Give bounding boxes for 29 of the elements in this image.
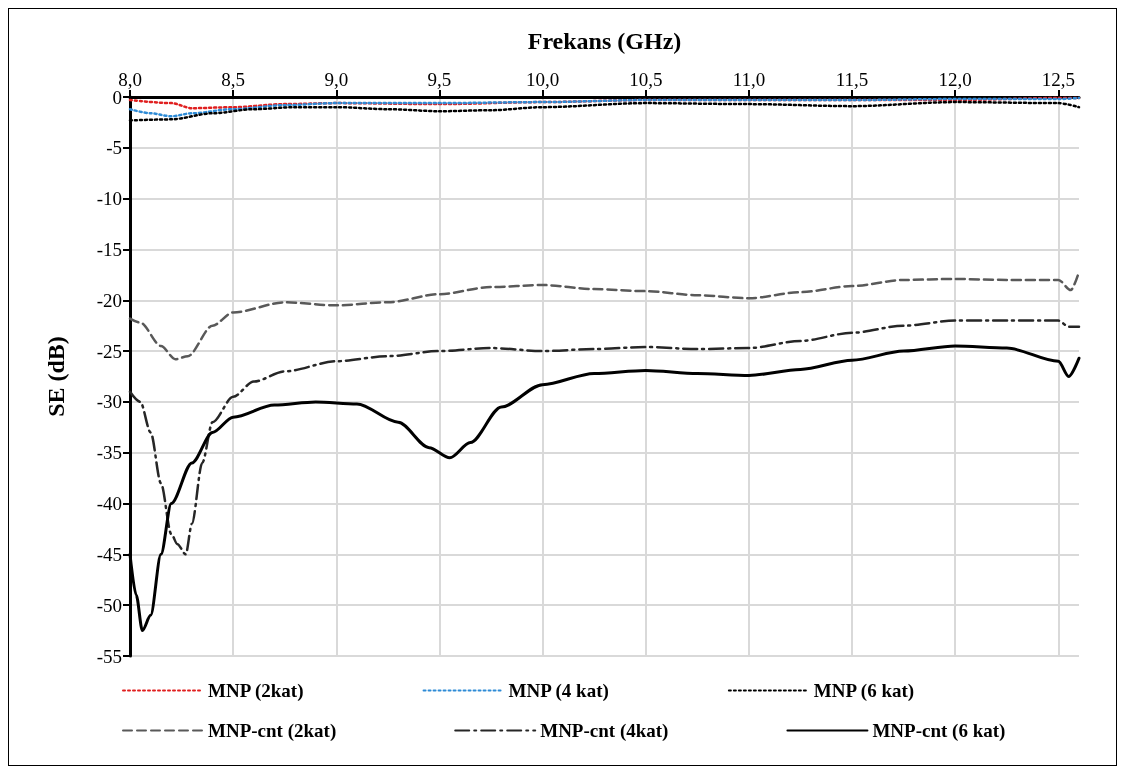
y-tick-label: -45: [96, 543, 122, 565]
x-axis-title: Frekans (GHz): [527, 28, 682, 54]
x-tick-label: 12,5: [1041, 69, 1075, 90]
legend-label: MNP (4 kat): [508, 680, 609, 702]
x-tick-label: 10,5: [629, 69, 663, 90]
y-tick-label: -25: [96, 340, 122, 362]
y-tick-label: -10: [96, 188, 122, 210]
y-tick-label: -50: [96, 594, 122, 616]
x-tick-label: 11,0: [732, 69, 766, 90]
y-tick-label: -35: [96, 442, 122, 464]
legend-label: MNP (6 kat): [813, 680, 915, 702]
y-tick-label: -55: [96, 645, 122, 667]
x-tick-label: 9,0: [324, 69, 349, 90]
x-tick-label: 12,0: [938, 69, 972, 90]
y-tick-label: -5: [106, 137, 122, 159]
y-tick-label: -20: [96, 289, 122, 311]
x-tick-label: 10,0: [525, 69, 560, 90]
x-tick-label: 9,5: [427, 69, 452, 90]
legend-label: MNP-cnt (6 kat): [872, 720, 1006, 742]
y-tick-label: -40: [96, 493, 122, 515]
x-tick-label: 11,5: [835, 69, 869, 90]
y-tick-label: -30: [96, 391, 122, 413]
x-tick-label: 8,5: [221, 69, 246, 90]
legend-label: MNP-cnt (4kat): [540, 720, 669, 742]
y-tick-label: -15: [96, 238, 122, 260]
legend-label: MNP-cnt (2kat): [208, 720, 337, 742]
y-axis-title: SE (dB): [43, 336, 69, 417]
legend-label: MNP (2kat): [208, 680, 304, 702]
line-series: [128, 319, 1081, 556]
